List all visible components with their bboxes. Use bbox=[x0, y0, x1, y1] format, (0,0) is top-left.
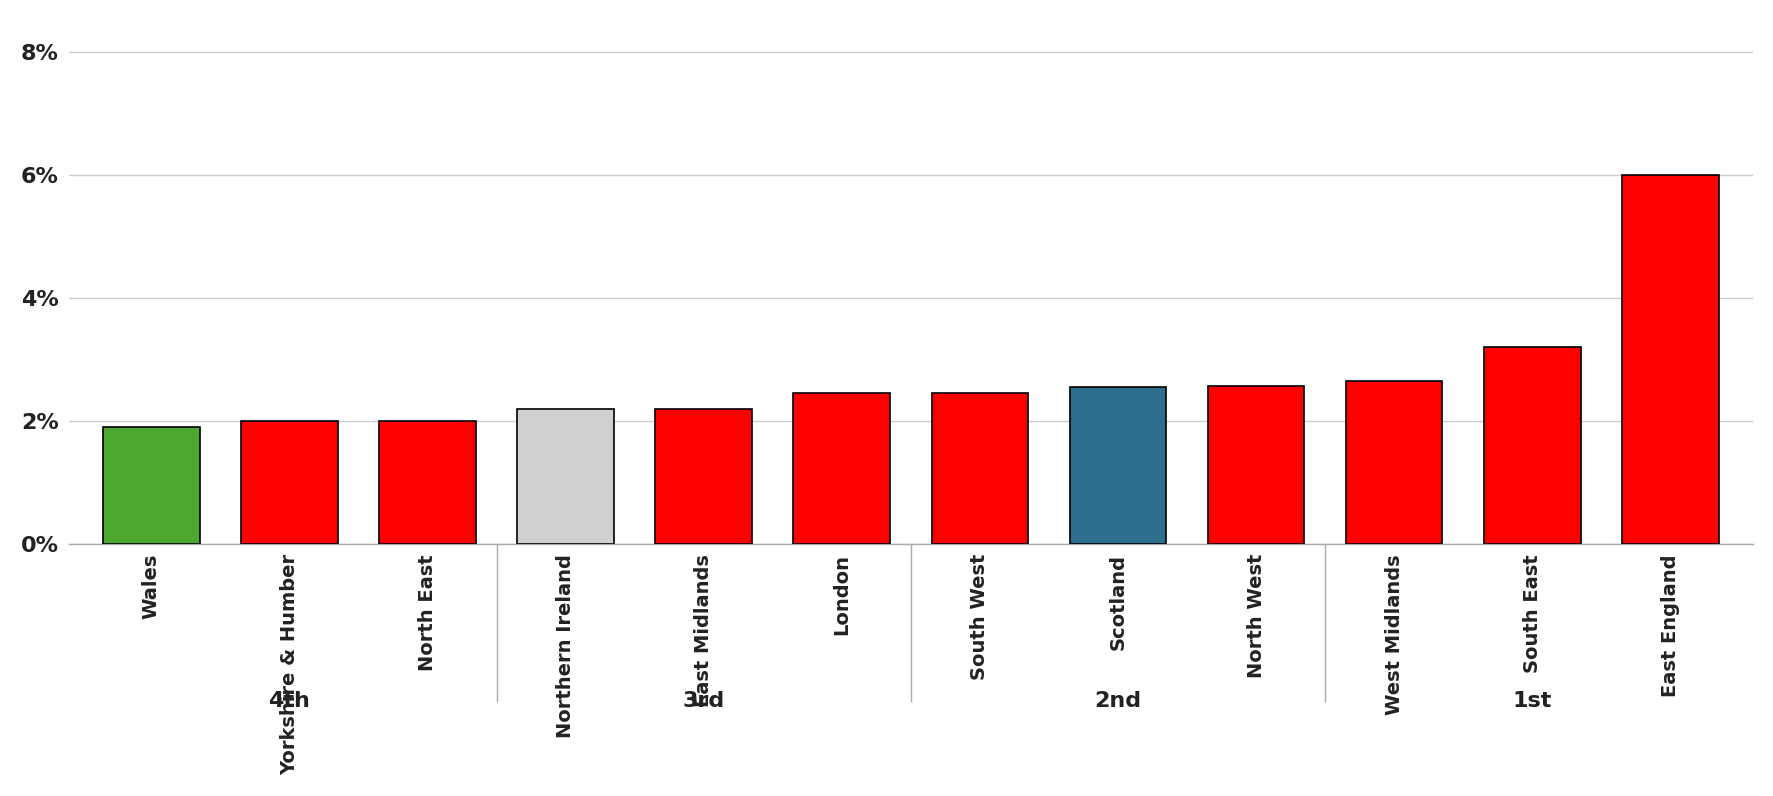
Text: 4th: 4th bbox=[268, 692, 310, 712]
Bar bbox=[1069, 388, 1165, 544]
Bar bbox=[379, 421, 475, 544]
Bar bbox=[793, 393, 890, 544]
Text: 2nd: 2nd bbox=[1094, 692, 1140, 712]
Bar bbox=[1482, 347, 1580, 544]
Bar bbox=[1207, 386, 1303, 544]
Bar bbox=[241, 421, 337, 544]
Bar bbox=[654, 409, 752, 544]
Bar bbox=[1346, 381, 1441, 544]
Bar bbox=[518, 409, 613, 544]
Text: 3rd: 3rd bbox=[683, 692, 725, 712]
Bar bbox=[931, 393, 1028, 544]
Text: 1st: 1st bbox=[1512, 692, 1551, 712]
Bar bbox=[103, 427, 200, 544]
Bar bbox=[1621, 175, 1718, 544]
